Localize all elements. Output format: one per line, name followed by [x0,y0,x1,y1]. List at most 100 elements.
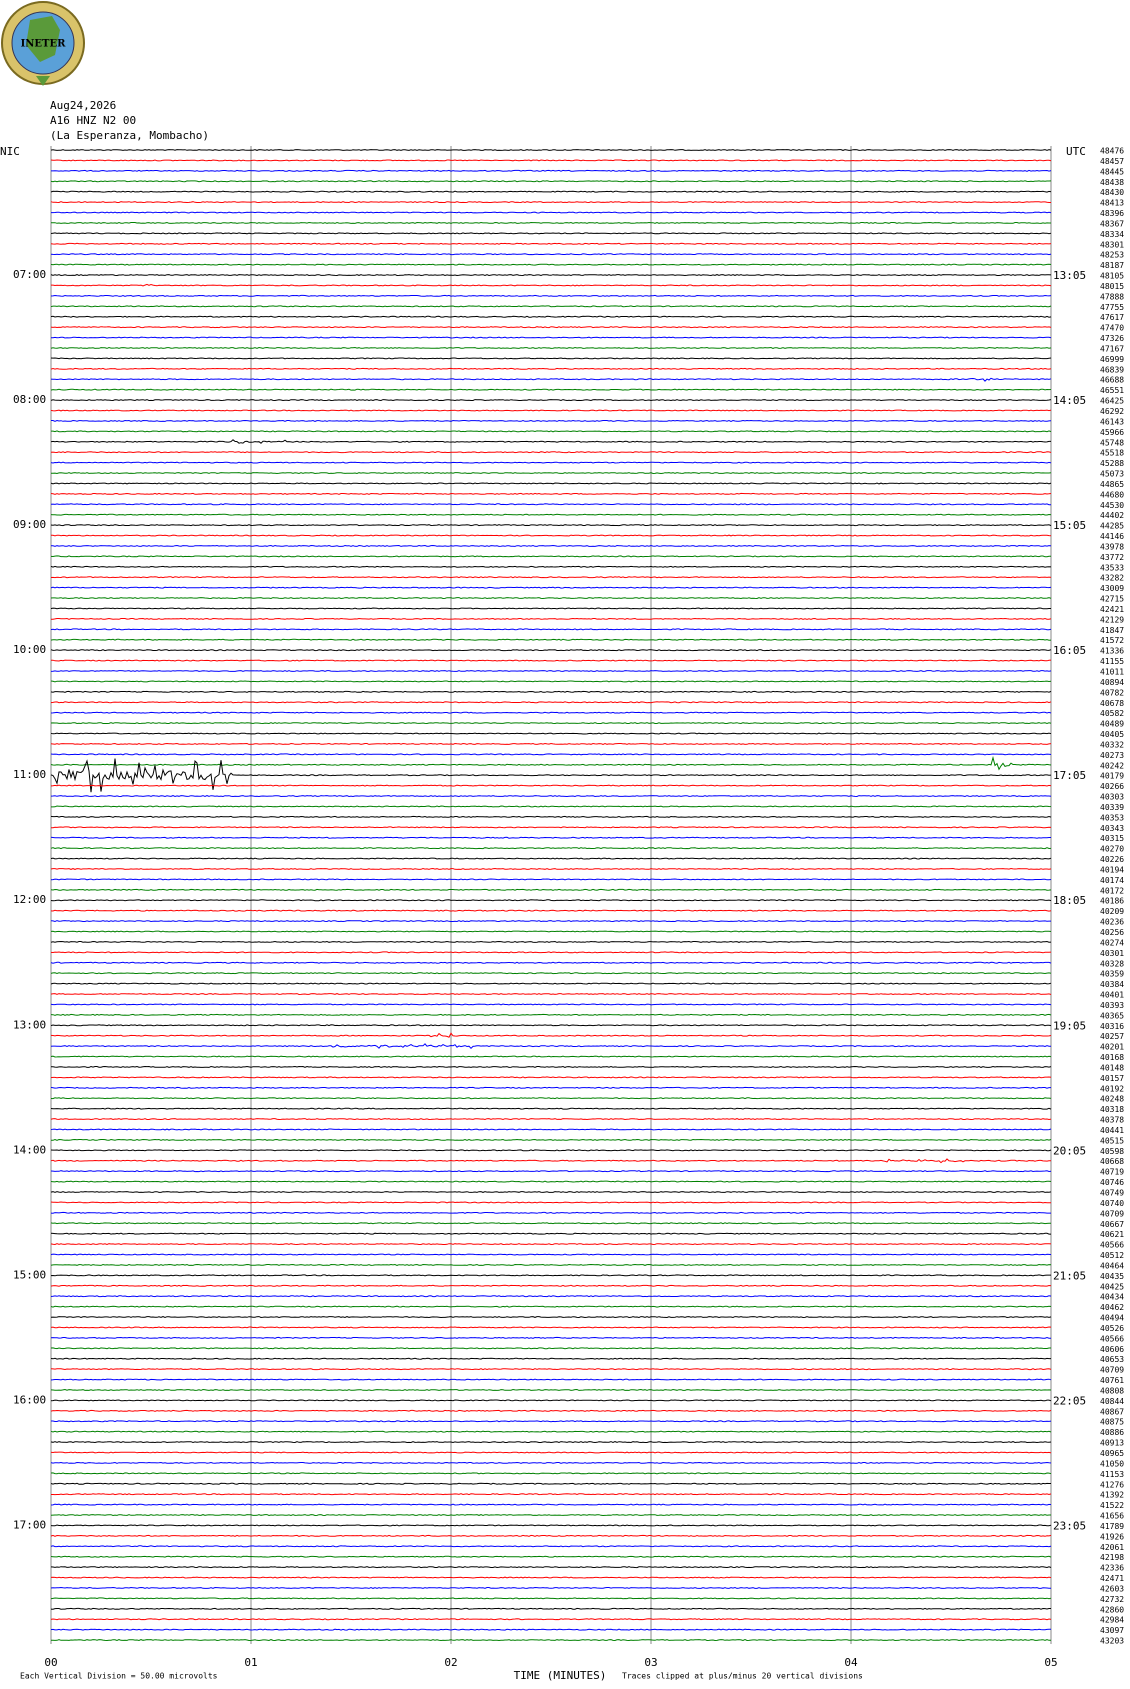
row-value: 41155 [1100,657,1124,666]
row-value: 40668 [1100,1157,1124,1166]
row-value: 40316 [1100,1022,1124,1031]
row-value: 44402 [1100,511,1124,520]
row-value: 40343 [1100,824,1124,833]
hour-label: 09:00 [13,518,46,531]
hour-label: 15:00 [13,1268,46,1281]
hour-label: 16:00 [13,1393,46,1406]
row-value: 40875 [1100,1418,1124,1427]
row-value: 40526 [1100,1324,1124,1333]
row-value: 40274 [1100,938,1124,947]
trace [50,1065,1052,1068]
trace [51,1639,1051,1642]
row-value: 45748 [1100,438,1124,447]
trace [50,1461,1052,1464]
row-value: 40678 [1100,699,1124,708]
trace [50,409,1052,412]
row-value: 48413 [1100,199,1124,208]
trace [50,680,1052,683]
row-value: 42336 [1100,1564,1124,1573]
row-value: 40401 [1100,991,1124,1000]
station: A16 HNZ N2 00 [50,114,136,127]
row-value: 41656 [1100,1512,1124,1521]
x-tick-label: 03 [644,1656,657,1669]
hour-label: 08:00 [13,393,46,406]
row-value: 41276 [1100,1480,1124,1489]
row-value: 41153 [1100,1470,1124,1479]
row-value: 48187 [1100,261,1124,270]
row-value: 40913 [1100,1439,1124,1448]
row-value: 42421 [1100,605,1124,614]
trace [50,1534,1052,1537]
trace [50,357,1052,360]
row-value: 40201 [1100,1043,1124,1052]
trace [50,961,1052,964]
row-value: 40270 [1100,845,1124,854]
trace [51,419,1052,422]
row-value: 40194 [1100,865,1124,874]
trace [50,649,1052,652]
row-value: 43097 [1100,1626,1124,1635]
trace [50,1347,1051,1350]
trace [50,1378,1052,1381]
trace [50,439,1051,444]
trace [50,1618,1052,1621]
row-value: 48253 [1100,251,1124,260]
row-value: 40867 [1100,1407,1124,1416]
row-value: 44680 [1100,490,1124,499]
row-value: 46425 [1100,397,1124,406]
trace [50,159,1052,162]
row-value: 42603 [1100,1584,1124,1593]
trace [50,1076,1052,1079]
trace [50,607,1051,610]
trace [50,326,1052,329]
row-value: 46999 [1100,355,1124,364]
trace [50,1566,1052,1569]
trace [50,180,1052,183]
row-value: 40965 [1100,1449,1124,1458]
utc-hour-label: 17:05 [1053,769,1086,782]
utc-hour-label: 16:05 [1053,644,1086,657]
trace [50,472,1052,475]
trace [50,1628,1051,1631]
row-value: 42860 [1100,1605,1124,1614]
trace [50,857,1052,860]
trace [50,1201,1051,1204]
row-value: 41847 [1100,626,1124,635]
trace [50,1472,1052,1475]
x-axis-label: TIME (MINUTES) [514,1669,607,1682]
trace [50,1586,1051,1589]
row-value: 40172 [1100,886,1124,895]
trace [50,294,1052,297]
row-value: 48301 [1100,240,1124,249]
row-value: 48334 [1100,230,1124,239]
trace [50,1503,1052,1506]
row-value: 48105 [1100,272,1124,281]
row-value: 40273 [1100,751,1124,760]
trace [50,1055,1052,1058]
trace [50,232,1052,235]
trace [50,1555,1052,1558]
trace [50,544,1052,547]
row-value: 46839 [1100,365,1124,374]
trace [50,377,1052,382]
trace [50,534,1052,537]
x-tick-label: 05 [1044,1656,1057,1669]
row-value: 40315 [1100,834,1124,843]
row-value: 48445 [1100,167,1124,176]
row-value: 43533 [1100,563,1124,572]
utc-hour-label: 14:05 [1053,394,1086,407]
hour-label: 12:00 [13,893,46,906]
row-value: 46143 [1100,417,1124,426]
row-value: 40886 [1100,1428,1124,1437]
row-value: 41926 [1100,1532,1124,1541]
row-value: 40257 [1100,1032,1124,1041]
trace [50,201,1051,204]
row-value: 40740 [1100,1199,1124,1208]
x-tick-label: 02 [444,1656,457,1669]
row-value: 40566 [1100,1334,1124,1343]
trace [50,1295,1052,1298]
row-value: 40425 [1100,1282,1124,1291]
trace [50,758,1052,793]
trace [50,930,1052,933]
